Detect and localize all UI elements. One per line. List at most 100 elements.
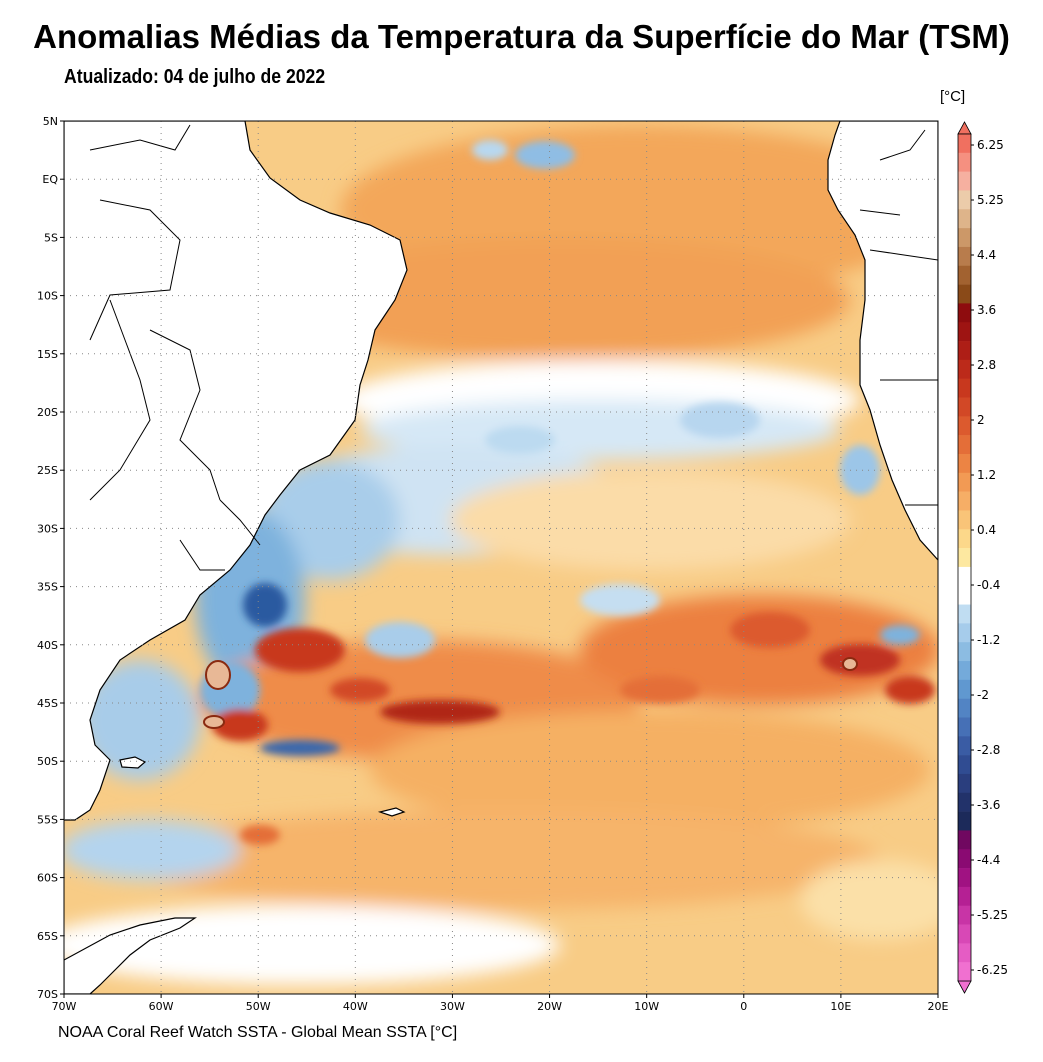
- colorbar-segment: [958, 265, 971, 285]
- colorbar-segment: [958, 190, 971, 210]
- colorbar-min-arrow: [957, 980, 972, 994]
- south-america: [64, 121, 408, 821]
- colorbar-segment: [958, 134, 971, 154]
- colorbar-segment: [958, 830, 971, 850]
- colorbar-tick-label: 0.4: [977, 523, 996, 537]
- colorbar-tick-label: -3.6: [977, 798, 1000, 812]
- y-tick-label: 25S: [37, 464, 58, 477]
- y-tick-label: EQ: [42, 173, 58, 186]
- colorbar-tick-label: -2.8: [977, 743, 1000, 757]
- colorbar-segment: [958, 341, 971, 361]
- colorbar-segment: [958, 209, 971, 229]
- colorbar-segment: [958, 886, 971, 907]
- colorbar-segment: [958, 849, 971, 869]
- colorbar-segment: [958, 905, 971, 925]
- y-tick-label: 70S: [37, 988, 58, 1001]
- colorbar-segment: [958, 322, 971, 342]
- colorbar-segment: [958, 604, 971, 624]
- south-georgia: [377, 807, 406, 817]
- x-tick-label: 50W: [246, 1000, 271, 1013]
- colorbar-segment: [958, 435, 971, 455]
- colorbar-segment: [958, 416, 971, 436]
- colorbar-tick-label: 2: [977, 413, 985, 427]
- y-tick-label: 50S: [37, 755, 58, 768]
- colorbar-segment: [958, 792, 971, 812]
- falkland-islands: [119, 756, 147, 769]
- colorbar-segment: [958, 717, 971, 737]
- colorbar-unit-label: [°C]: [940, 88, 966, 105]
- y-tick-label: 5S: [44, 231, 58, 244]
- colorbar-segment: [958, 303, 971, 323]
- colorbar-segment: [958, 284, 971, 304]
- colorbar-segment: [958, 378, 971, 398]
- colorbar-segment: [958, 924, 971, 944]
- colorbar-segment: [958, 755, 971, 775]
- x-tick-label: 40W: [343, 1000, 368, 1013]
- colorbar: 6.25 5.25 4.4 3.6 2.8 2 1.2 0.4 -0.4 -1.2 -2 -2.8 -3…: [957, 121, 1008, 994]
- anomaly-field: [64, 121, 938, 994]
- colorbar-tick-label: 5.25: [977, 193, 1004, 207]
- colorbar-segment: [958, 548, 971, 568]
- land-masses: [64, 121, 938, 994]
- y-tick-label: 45S: [37, 697, 58, 710]
- x-tick-label: 60W: [149, 1000, 174, 1013]
- colorbar-segment: [958, 585, 971, 605]
- x-tick-label: 20W: [537, 1000, 562, 1013]
- latitude-axis: 5N EQ 5S 10S 15S 20S 25S 30S 35S 40S 45S 50S 55S 60S 6…: [37, 115, 64, 1001]
- colorbar-tick-label: 3.6: [977, 303, 996, 317]
- colorbar-segment: [958, 623, 971, 643]
- colorbar-segment: [958, 472, 971, 492]
- colorbar-segment: [958, 868, 971, 888]
- colorbar-tick-label: -1.2: [977, 633, 1000, 647]
- y-tick-label: 15S: [37, 348, 58, 361]
- colorbar-tick-label: -2: [977, 688, 989, 702]
- y-tick-label: 30S: [37, 522, 58, 535]
- colorbar-segment: [958, 661, 971, 681]
- map-subtitle: Atualizado: 04 de julho de 2022: [64, 66, 326, 88]
- colorbar-tick-label: 1.2: [977, 468, 996, 482]
- colorbar-segment: [958, 491, 971, 511]
- colorbar-tick-label: -4.4: [977, 853, 1000, 867]
- longitude-axis: 70W 60W 50W 40W 30W 20W 10W 0 10E 20E: [52, 994, 949, 1013]
- africa: [827, 121, 938, 561]
- colorbar-segment: [958, 698, 971, 718]
- x-tick-label: 30W: [440, 1000, 465, 1013]
- colorbar-segment: [958, 566, 971, 587]
- y-tick-label: 5N: [43, 115, 58, 128]
- colorbar-segment: [958, 359, 971, 379]
- y-tick-label: 20S: [37, 406, 58, 419]
- antarctic-peninsula: [64, 917, 197, 994]
- y-tick-label: 35S: [37, 581, 58, 594]
- colorbar-segment: [958, 529, 971, 549]
- colorbar-segment: [958, 679, 971, 699]
- y-tick-label: 60S: [37, 872, 58, 885]
- colorbar-frame: [957, 133, 972, 982]
- colorbar-segment: [958, 642, 971, 662]
- x-tick-label: 20E: [928, 1000, 949, 1013]
- colorbar-segment: [958, 152, 971, 172]
- colorbar-tick-label: -5.25: [977, 908, 1008, 922]
- map-frame: [63, 120, 939, 995]
- y-tick-label: 40S: [37, 639, 58, 652]
- data-source-footer: NOAA Coral Reef Watch SSTA - Global Mean…: [58, 1024, 458, 1041]
- colorbar-tick-label: 2.8: [977, 358, 996, 372]
- y-tick-label: 65S: [37, 930, 58, 943]
- colorbar-segment: [958, 453, 971, 474]
- x-tick-label: 10E: [830, 1000, 851, 1013]
- colorbar-tick-label: -0.4: [977, 578, 1000, 592]
- colorbar-segment: [958, 228, 971, 248]
- colorbar-tick-label: 6.25: [977, 138, 1004, 152]
- map-title: Anomalias Médias da Temperatura da Super…: [33, 18, 1010, 55]
- colorbar-segment: [958, 811, 971, 831]
- colorbar-segment: [958, 736, 971, 756]
- x-tick-label: 0: [740, 1000, 747, 1013]
- colorbar-segment: [958, 943, 971, 963]
- colorbar-segment: [958, 171, 971, 191]
- colorbar-segment: [958, 773, 971, 794]
- colorbar-tick-label: -6.25: [977, 963, 1008, 977]
- colorbar-segment: [958, 397, 971, 417]
- x-tick-label: 70W: [52, 1000, 77, 1013]
- colorbar-segment: [958, 510, 971, 530]
- y-tick-label: 55S: [37, 813, 58, 826]
